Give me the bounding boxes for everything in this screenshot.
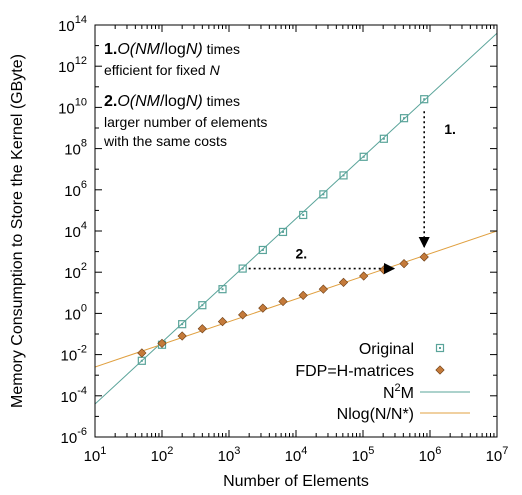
original-point-core	[181, 323, 184, 326]
y-tick-label: 100	[64, 302, 87, 323]
fdp-point	[197, 324, 207, 334]
plot-arrows: 1. 2.	[248, 111, 456, 275]
fdp-point	[399, 259, 409, 269]
arrow-label-1: 1.	[444, 121, 456, 137]
original-point-core	[140, 359, 143, 362]
legend-label-1: FDP=H-matrices	[295, 363, 414, 380]
x-tick-label: 104	[285, 445, 308, 465]
legend-marker-original	[435, 343, 445, 353]
original-point-core	[282, 230, 285, 233]
y-tick-label: 102	[64, 261, 87, 282]
y-tick-label: 1012	[58, 55, 87, 76]
annotation-2-line-1: 2.O(NM/logN) times	[104, 93, 240, 110]
fdp-point	[419, 252, 429, 262]
annotation-2-line-3: with the same costs	[103, 133, 227, 149]
y-tick-label: 10-4	[61, 385, 87, 406]
fdp-point	[278, 296, 288, 307]
original-point-core	[382, 137, 385, 140]
fdp-point	[338, 277, 349, 288]
original-point-core	[322, 193, 325, 196]
legend-label-3: Nlog(N/N*)	[337, 406, 414, 423]
original-point	[218, 285, 227, 294]
x-axis-title: Number of Elements	[223, 473, 369, 490]
fdp-point	[177, 331, 187, 341]
axis-ticks	[94, 24, 498, 438]
original-point	[399, 114, 409, 123]
y-tick-label: 106	[64, 179, 87, 200]
original-point	[359, 152, 368, 161]
original-point-core	[221, 288, 224, 291]
legend: Original FDP=H-matrices N2M Nlog(N/N*)	[295, 341, 470, 423]
plot-points	[137, 95, 429, 365]
original-point	[238, 264, 247, 273]
fdp-point	[359, 271, 369, 281]
original-point	[178, 320, 187, 329]
legend-label-0: Original	[359, 341, 414, 358]
original-point-core	[201, 304, 204, 307]
original-point-core	[241, 267, 244, 270]
y-tick-label: 10-2	[61, 344, 87, 365]
original-point-core	[403, 117, 406, 120]
y-tick-label: 1014	[58, 14, 87, 35]
original-point	[278, 227, 288, 237]
original-point	[258, 245, 267, 255]
tick-labels: 101 102 103 104 105 106 107 10-6 10-4 10-2 100 102 1…	[58, 14, 508, 465]
legend-marker-original-core	[439, 347, 441, 349]
x-tick-label: 106	[419, 445, 442, 465]
fdp-point	[137, 348, 147, 358]
legend-marker-fdp	[435, 365, 445, 375]
original-point	[319, 190, 328, 199]
arrow-label-2: 2.	[296, 246, 308, 262]
y-tick-label: 108	[64, 138, 87, 159]
annotations: 1.O(NM/logN) times efficient for fixed N 2…	[103, 41, 267, 149]
annotation-2-line-2: larger number of elements	[104, 114, 267, 130]
original-point-core	[342, 174, 345, 177]
y-tick-label: 10-6	[61, 426, 87, 447]
fdp-point	[238, 310, 248, 320]
fdp-point	[318, 284, 328, 294]
y-axis-title: Memory Consumption to Store the Kernel (…	[9, 54, 26, 408]
y-tick-label: 1010	[58, 96, 87, 117]
x-tick-label: 102	[151, 445, 174, 465]
x-tick-label: 101	[84, 445, 107, 465]
original-point-core	[362, 155, 365, 158]
x-tick-label: 105	[352, 445, 375, 465]
fdp-point	[217, 316, 228, 327]
original-point-core	[423, 98, 426, 101]
legend-label-2: N2M	[383, 382, 414, 402]
x-tick-label: 103	[218, 445, 241, 465]
fdp-point	[157, 338, 167, 349]
original-point	[198, 301, 207, 310]
fdp-point	[258, 303, 268, 313]
annotation-1-line-1: 1.O(NM/logN) times	[104, 41, 240, 58]
y-tick-label: 104	[64, 220, 87, 241]
original-point	[420, 95, 429, 104]
fdp-point	[298, 290, 308, 300]
original-point	[339, 171, 348, 180]
original-point	[379, 134, 388, 143]
annotation-1-line-2: efficient for fixed N	[104, 62, 221, 78]
original-point	[299, 210, 308, 220]
original-point-core	[302, 213, 305, 216]
original-point-core	[261, 248, 264, 251]
x-tick-label: 107	[486, 445, 509, 465]
